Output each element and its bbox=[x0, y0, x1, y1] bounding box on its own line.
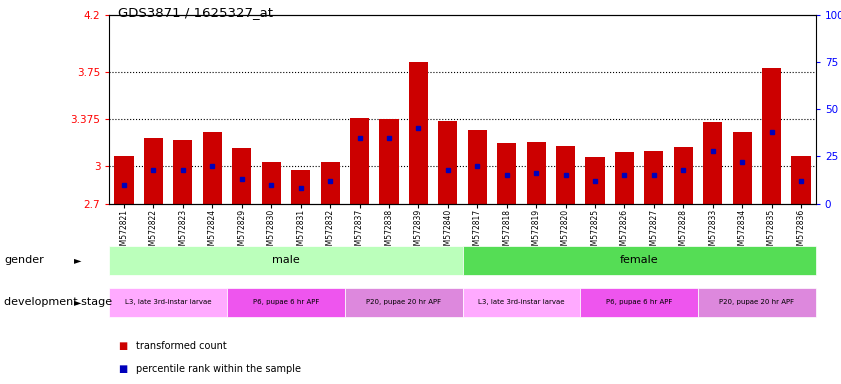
Bar bbox=[644, 151, 664, 204]
Bar bbox=[497, 143, 516, 204]
Text: ■: ■ bbox=[118, 364, 127, 374]
Bar bbox=[227, 288, 345, 317]
Bar bbox=[438, 121, 458, 204]
Text: GDS3871 / 1625327_at: GDS3871 / 1625327_at bbox=[118, 6, 272, 19]
Bar bbox=[345, 288, 463, 317]
Bar bbox=[463, 288, 580, 317]
Bar bbox=[733, 132, 752, 204]
Bar bbox=[114, 156, 134, 204]
Text: percentile rank within the sample: percentile rank within the sample bbox=[136, 364, 301, 374]
Bar bbox=[556, 146, 575, 204]
Text: development stage: development stage bbox=[4, 297, 113, 308]
Bar bbox=[703, 122, 722, 204]
Bar bbox=[585, 157, 605, 204]
Bar bbox=[320, 162, 340, 204]
Bar bbox=[526, 142, 546, 204]
Text: P6, pupae 6 hr APF: P6, pupae 6 hr APF bbox=[606, 300, 672, 305]
Text: P20, pupae 20 hr APF: P20, pupae 20 hr APF bbox=[719, 300, 795, 305]
Bar bbox=[698, 288, 816, 317]
Bar bbox=[409, 62, 428, 204]
Text: ■: ■ bbox=[118, 341, 127, 351]
Bar bbox=[791, 156, 811, 204]
Text: ►: ► bbox=[74, 297, 81, 308]
Text: P20, pupae 20 hr APF: P20, pupae 20 hr APF bbox=[366, 300, 442, 305]
Bar bbox=[291, 170, 310, 204]
Text: L3, late 3rd-instar larvae: L3, late 3rd-instar larvae bbox=[479, 300, 564, 305]
Bar bbox=[580, 288, 698, 317]
Bar bbox=[762, 68, 781, 204]
Text: P6, pupae 6 hr APF: P6, pupae 6 hr APF bbox=[253, 300, 319, 305]
Bar bbox=[203, 132, 222, 204]
Text: L3, late 3rd-instar larvae: L3, late 3rd-instar larvae bbox=[125, 300, 211, 305]
Bar bbox=[262, 162, 281, 204]
Bar bbox=[109, 288, 227, 317]
Bar bbox=[468, 129, 487, 204]
Text: female: female bbox=[620, 255, 659, 265]
Bar bbox=[379, 119, 399, 204]
Bar bbox=[350, 118, 369, 204]
Bar bbox=[615, 152, 634, 204]
Bar bbox=[144, 138, 163, 204]
Bar bbox=[463, 246, 816, 275]
Text: gender: gender bbox=[4, 255, 44, 265]
Text: ►: ► bbox=[74, 255, 81, 265]
Bar bbox=[109, 246, 463, 275]
Bar bbox=[232, 148, 251, 204]
Text: transformed count: transformed count bbox=[136, 341, 227, 351]
Bar bbox=[674, 147, 693, 204]
Text: male: male bbox=[272, 255, 299, 265]
Bar bbox=[173, 139, 193, 204]
